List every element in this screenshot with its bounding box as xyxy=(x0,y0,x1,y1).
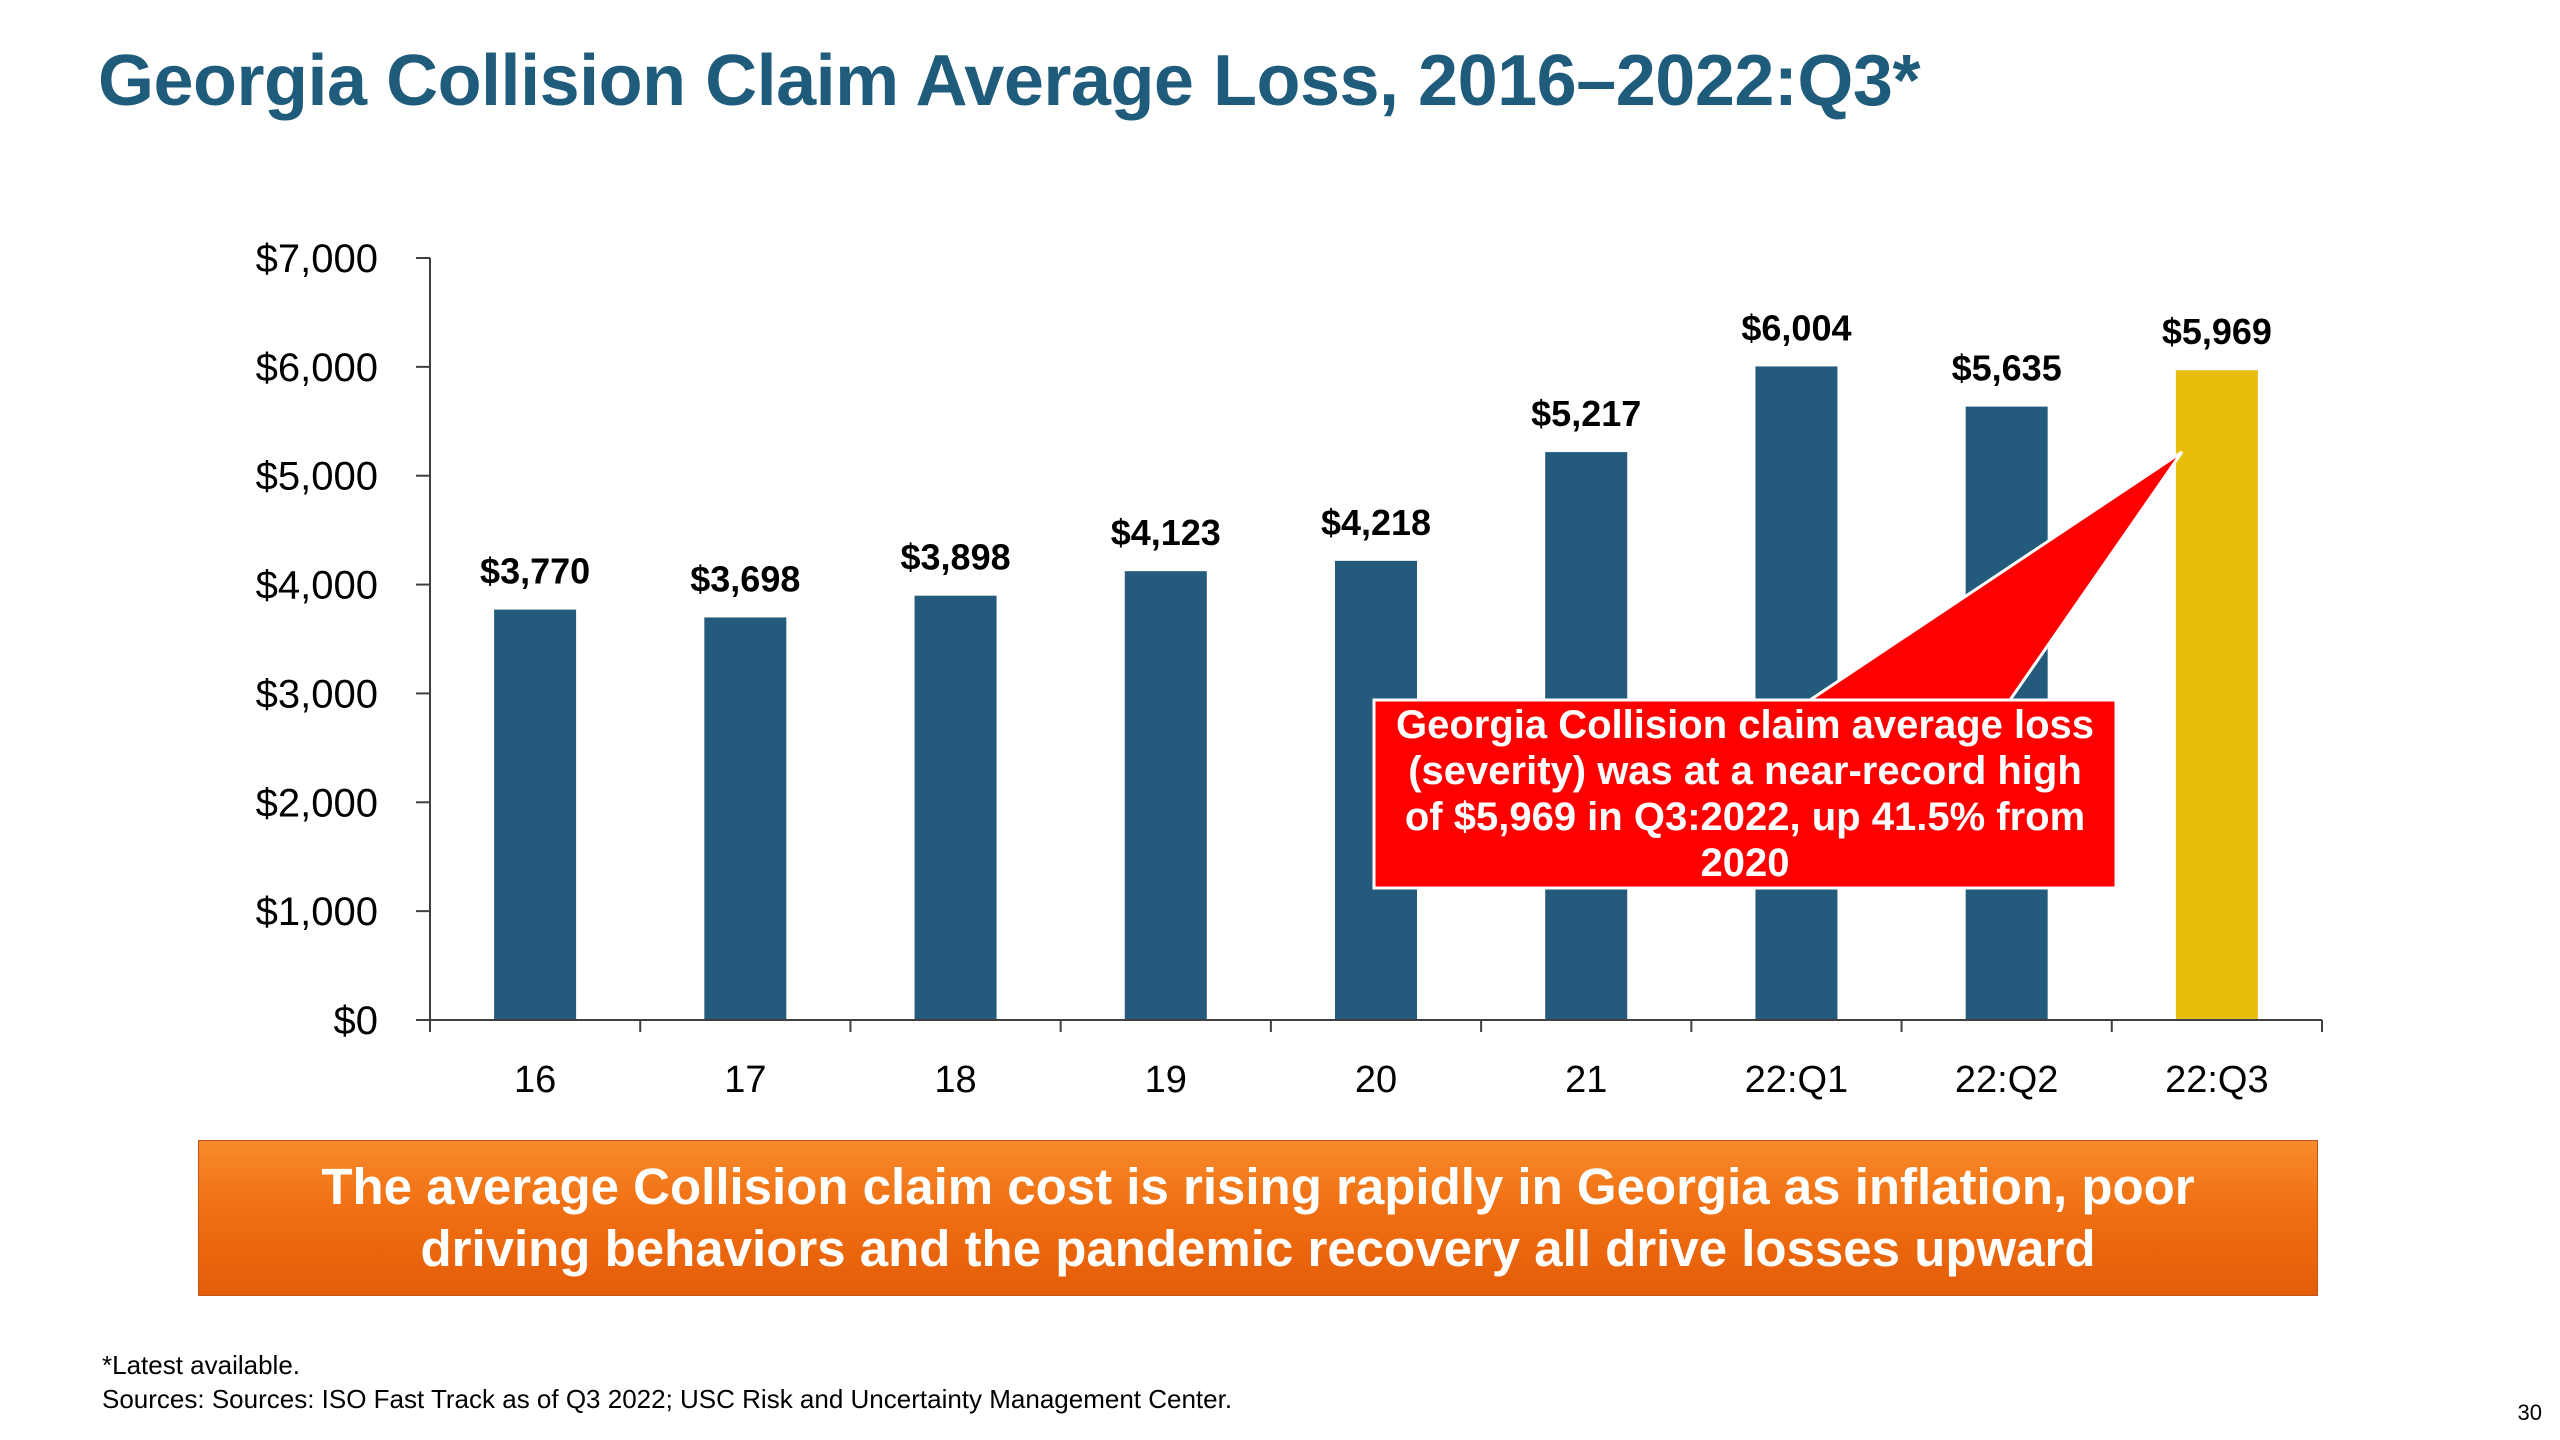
data-label: $5,969 xyxy=(2162,311,2272,352)
bar xyxy=(494,609,577,1020)
y-tick-label: $4,000 xyxy=(256,564,378,608)
footnote-block: *Latest available. Sources: Sources: ISO… xyxy=(102,1348,1232,1416)
y-axis-ticks: $0 $1,000 $2,000 $3,000 $4,000 $5,000 $6,000 $7… xyxy=(256,237,430,1043)
y-tick-label: $1,000 xyxy=(256,890,378,934)
data-label: $3,698 xyxy=(690,558,800,599)
y-tick-label: $0 xyxy=(334,999,379,1043)
data-label: $4,123 xyxy=(1111,512,1221,553)
x-tick-label: 17 xyxy=(724,1059,766,1101)
y-tick-label: $3,000 xyxy=(256,672,378,716)
x-tick-label: 19 xyxy=(1145,1059,1187,1101)
data-label: $3,898 xyxy=(901,537,1011,578)
callout-box xyxy=(1372,450,2184,890)
callout-text: Georgia Collision claim average loss (se… xyxy=(1395,703,2095,885)
data-label: $6,004 xyxy=(1741,307,1851,348)
x-tick-label: 18 xyxy=(934,1059,976,1101)
banner-text: The average Collision claim cost is risi… xyxy=(321,1158,2195,1277)
page-number: 30 xyxy=(2517,1400,2542,1425)
bar xyxy=(704,617,787,1020)
data-labels: $3,770 $3,698 $3,898 $4,123 $4,218 $5,217 $6,0… xyxy=(480,307,2272,599)
data-label: $3,770 xyxy=(480,551,590,592)
page-title: Georgia Collision Claim Average Loss, 20… xyxy=(98,41,1920,121)
sources: Sources: Sources: ISO Fast Track as of Q… xyxy=(102,1384,1233,1414)
x-tick-label: 22:Q2 xyxy=(1955,1059,2059,1101)
y-tick-label: $7,000 xyxy=(256,237,378,281)
y-tick-label: $5,000 xyxy=(256,455,378,499)
data-label: $5,635 xyxy=(1952,348,2062,389)
bar xyxy=(914,595,997,1020)
data-label: $4,218 xyxy=(1321,502,1431,543)
data-label: $5,217 xyxy=(1531,393,1641,434)
x-tick-label: 21 xyxy=(1565,1059,1607,1101)
bar xyxy=(1124,571,1207,1020)
x-axis-ticks: 16 17 18 19 20 21 22:Q1 22:Q2 22:Q3 xyxy=(429,1020,2323,1101)
summary-banner: The average Collision claim cost is risi… xyxy=(198,1140,2318,1296)
callout-rect xyxy=(1372,698,2118,890)
x-tick-label: 16 xyxy=(514,1059,556,1101)
bar xyxy=(2175,370,2258,1021)
x-tick-label: 20 xyxy=(1355,1059,1397,1101)
x-tick-label: 22:Q3 xyxy=(2165,1059,2269,1101)
y-tick-label: $2,000 xyxy=(256,781,378,825)
x-tick-label: 22:Q1 xyxy=(1745,1059,1849,1101)
y-tick-label: $6,000 xyxy=(256,346,378,390)
footnote: *Latest available. xyxy=(102,1350,301,1380)
